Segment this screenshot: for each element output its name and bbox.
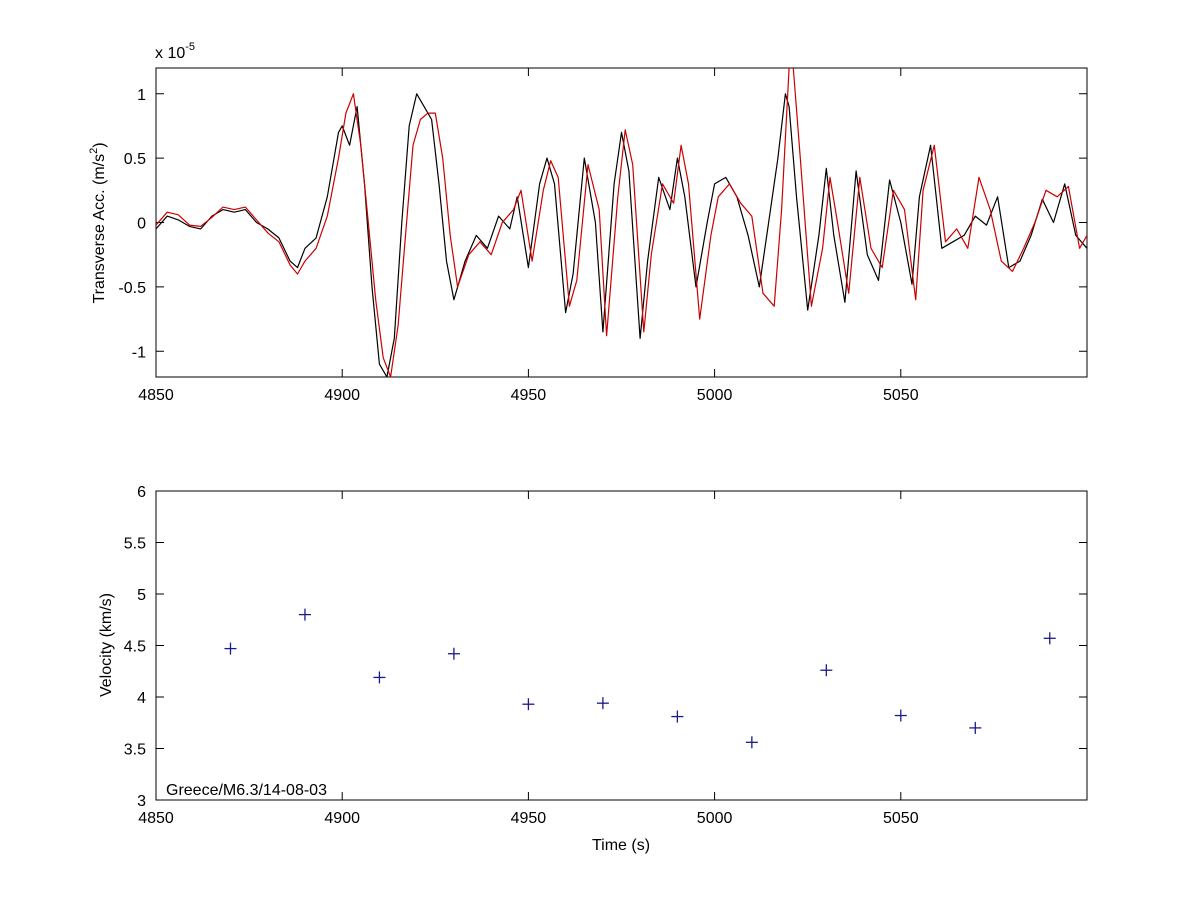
y-tick-label: 3.5 xyxy=(124,742,146,759)
y-tick-label: 4.5 xyxy=(124,639,146,656)
velocity-axes-box xyxy=(155,490,1088,801)
acceleration-ticks: 4850 4900 4950 5000 5050 -1 -0.5 0 0.5 1 xyxy=(118,68,1087,404)
acceleration-series xyxy=(156,68,1087,377)
velocity-point xyxy=(820,664,833,677)
velocity-point xyxy=(1043,632,1056,645)
velocity-point xyxy=(745,736,758,749)
x-tick-label: 5050 xyxy=(883,810,919,827)
y-tick-label: 3 xyxy=(137,793,146,810)
velocity-point xyxy=(522,698,535,711)
red-trace-line xyxy=(156,68,1087,377)
x-tick-label: 4850 xyxy=(138,387,174,404)
x-tick-label: 4900 xyxy=(324,810,360,827)
x-tick-label: 4950 xyxy=(511,810,547,827)
x-tick-label: 4950 xyxy=(511,387,547,404)
velocity-points xyxy=(224,608,1056,749)
acceleration-axes-box xyxy=(155,67,1088,378)
y-tick-label: 0 xyxy=(137,216,146,233)
acceleration-y-axis-label: Transverse Acc. (m/s2) xyxy=(88,142,108,303)
black-trace-line xyxy=(156,93,1087,377)
velocity-point xyxy=(969,721,982,734)
x-tick-label: 5000 xyxy=(697,387,733,404)
y-tick-label: 6 xyxy=(137,484,146,501)
x-tick-label: 4900 xyxy=(324,387,360,404)
x-tick-label: 4850 xyxy=(138,810,174,827)
acceleration-panel: 4850 4900 4950 5000 5050 -1 -0.5 0 0.5 1 x 10-5 T… xyxy=(88,41,1088,404)
velocity-point xyxy=(894,709,907,722)
velocity-x-axis-label: Time (s) xyxy=(592,837,650,854)
x-tick-label: 5050 xyxy=(883,387,919,404)
acceleration-exponent-label: x 10-5 xyxy=(155,41,195,62)
velocity-point xyxy=(447,647,460,660)
x-tick-label: 5000 xyxy=(697,810,733,827)
velocity-point xyxy=(224,642,237,655)
y-tick-label: 0.5 xyxy=(124,151,146,168)
y-tick-label: 5 xyxy=(137,587,146,604)
y-tick-label: 4 xyxy=(137,690,146,707)
velocity-y-axis-label: Velocity (km/s) xyxy=(98,593,115,697)
event-annotation: Greece/M6.3/14-08-03 xyxy=(166,782,327,799)
velocity-point xyxy=(671,710,684,723)
velocity-point xyxy=(596,697,609,710)
velocity-point xyxy=(373,671,386,684)
velocity-panel: 4850 4900 4950 5000 5050 3 3.5 4 4.5 5 5.5 6 Greece… xyxy=(98,484,1088,854)
y-tick-label: -0.5 xyxy=(118,280,146,297)
velocity-point xyxy=(298,608,311,621)
y-tick-label: 5.5 xyxy=(124,536,146,553)
y-tick-label: -1 xyxy=(132,344,146,361)
velocity-ticks: 4850 4900 4950 5000 5050 3 3.5 4 4.5 5 5.5 6 xyxy=(124,484,1087,827)
y-tick-label: 1 xyxy=(137,87,146,104)
